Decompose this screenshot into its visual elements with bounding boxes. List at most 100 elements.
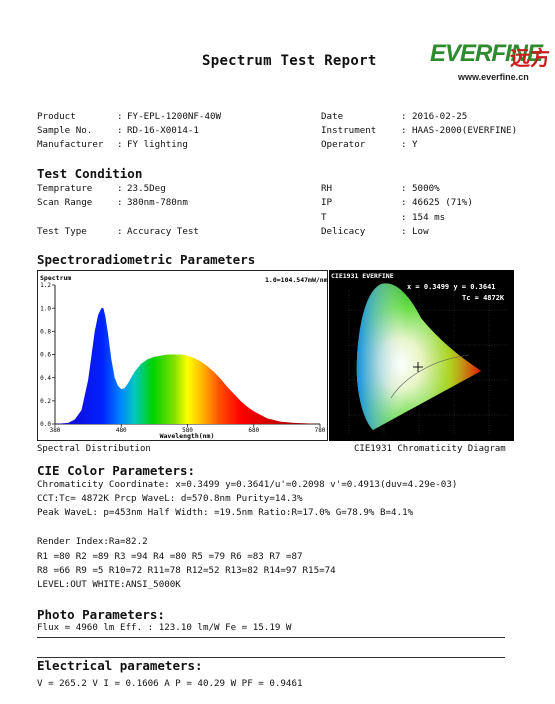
x-ticks: 380 480 580 680 780	[50, 424, 326, 434]
y-tick-label: 1.0	[40, 305, 51, 312]
y-tick-label: 0.4	[40, 375, 51, 382]
y-tick-label: 0.6	[40, 352, 51, 359]
logo-url: www.everfine.cn	[458, 72, 529, 82]
everfine-logo: EVERFINE 远方 www.everfine.cn	[430, 40, 550, 90]
cie-horseshoe-tint	[356, 283, 481, 430]
info-row-operator: Operator : Y	[321, 139, 418, 150]
cond-label: Test Type	[37, 226, 87, 237]
cond-row: RH : 5000%	[321, 183, 440, 194]
planckian-locus	[390, 354, 470, 399]
photo-line: Flux = 4960 lm Eff. : 123.10 lm/W Fe = 1…	[37, 622, 292, 633]
info-sep: :	[117, 125, 123, 136]
info-value: RD-16-X0014-1	[127, 125, 199, 136]
cie-coords: x = 0.3499 y = 0.3641	[407, 283, 496, 291]
info-value: Y	[412, 139, 418, 150]
cie-chart: CIE1931 EVERFINE x = 0.3499 y = 0.3641 T…	[329, 270, 514, 441]
cond-value: Low	[412, 226, 429, 237]
test-condition-heading: Test Condition	[37, 166, 143, 181]
info-label: Date	[321, 111, 344, 122]
info-label: Product	[37, 111, 76, 122]
info-sep: :	[117, 139, 123, 150]
report-title: Spectrum Test Report	[202, 53, 377, 69]
cond-value: 46625 (71%)	[412, 197, 473, 208]
x-tick-label: 780	[315, 427, 326, 434]
y-tick-label: 0.0	[40, 421, 51, 428]
cond-value: 23.5Deg	[127, 183, 166, 194]
cond-label: IP	[321, 197, 333, 208]
cond-row: Scan Range : 380nm-780nm	[37, 197, 188, 208]
cond-label: Delicacy	[321, 226, 366, 237]
cond-label: RH	[321, 183, 333, 194]
info-value: 2016-02-25	[412, 111, 468, 122]
spectrum-xlabel: Wavelength(nm)	[160, 432, 215, 440]
info-row-manufacturer: Manufacturer : FY lighting	[37, 139, 188, 150]
info-sep: :	[401, 111, 407, 122]
info-value: FY-EPL-1200NF-40W	[127, 111, 222, 122]
cond-row: T : 154 ms	[321, 212, 445, 223]
cond-value: 154 ms	[412, 212, 446, 223]
info-label: Operator	[321, 139, 366, 150]
info-value: HAAS-2000(EVERFINE)	[412, 125, 518, 136]
info-row-sample: Sample No. : RD-16-X0014-1	[37, 125, 199, 136]
x-tick-label: 680	[248, 427, 259, 434]
cie-line-level: LEVEL:OUT WHITE:ANSI_5000K	[37, 579, 181, 590]
x-tick-label: 580	[182, 427, 193, 434]
spectrum-title: Spectrum	[40, 274, 71, 282]
cond-row: Test Type : Accuracy Test	[37, 226, 199, 237]
cond-label: Temprature	[37, 183, 93, 194]
logo-chinese: 远方	[510, 46, 550, 70]
y-ticks: 0.0 0.2 0.4 0.6 0.8 1.0 1.2	[40, 282, 55, 428]
cond-sep: :	[117, 183, 123, 194]
cie-line-peak: Peak WaveL: p=453nm Half Width: =19.5nm …	[37, 507, 414, 518]
info-label: Instrument	[321, 125, 377, 136]
spectral-caption: Spectral Distribution	[37, 444, 151, 454]
cond-sep: :	[401, 197, 407, 208]
logo-wordmark: EVERFINE	[430, 40, 543, 67]
electrical-divider	[37, 657, 505, 658]
y-tick-label: 0.8	[40, 329, 51, 336]
electrical-line: V = 265.2 V I = 0.1606 A P = 40.29 W PF …	[37, 678, 303, 689]
cond-sep: :	[117, 226, 123, 237]
spectrum-annotation: 1.0=104.547mW/nm	[265, 276, 328, 284]
cie-caption: CIE1931 Chromaticity Diagram	[354, 444, 506, 454]
photo-heading: Photo Parameters:	[37, 607, 165, 622]
x-tick-label: 380	[50, 427, 61, 434]
cond-label: Scan Range	[37, 197, 93, 208]
cond-value: 380nm-780nm	[127, 197, 188, 208]
info-sep: :	[117, 111, 123, 122]
cie-tc: Tc = 4872K	[462, 294, 505, 302]
info-row-instrument: Instrument : HAAS-2000(EVERFINE)	[321, 125, 517, 136]
info-value: FY lighting	[127, 139, 188, 150]
cond-value: Accuracy Test	[127, 226, 199, 237]
spectrum-chart: Spectrum 1.0=104.547mW/nm 0.00.20.40.60.…	[37, 270, 328, 441]
info-row-product: Product : FY-EPL-1200NF-40W	[37, 111, 221, 122]
cond-row: Temprature : 23.5Deg	[37, 183, 166, 194]
cie-line-r8-r15: R8 =66 R9 =5 R10=72 R11=78 R12=52 R13=82…	[37, 565, 336, 576]
photo-divider	[37, 637, 505, 638]
cond-row: IP : 46625 (71%)	[321, 197, 473, 208]
cond-label: T	[321, 212, 327, 223]
cond-sep: :	[117, 197, 123, 208]
cond-sep: :	[401, 226, 407, 237]
cond-row: Delicacy : Low	[321, 226, 429, 237]
cie-line-r1-r7: R1 =80 R2 =89 R3 =94 R4 =80 R5 =79 R6 =8…	[37, 551, 303, 562]
info-label: Manufacturer	[37, 139, 104, 150]
electrical-heading: Electrical parameters:	[37, 658, 203, 673]
cie-heading: CIE Color Parameters:	[37, 463, 196, 478]
cie-title: CIE1931 EVERFINE	[331, 272, 394, 280]
x-tick-label: 480	[116, 427, 127, 434]
spectrum-area	[55, 308, 320, 424]
y-tick-label: 0.2	[40, 398, 51, 405]
cond-value: 5000%	[412, 183, 440, 194]
cie-line-render: Render Index:Ra=82.2	[37, 536, 148, 547]
cond-sep: :	[401, 212, 407, 223]
info-sep: :	[401, 125, 407, 136]
cie-line-chromaticity: Chromaticity Coordinate: x=0.3499 y=0.36…	[37, 479, 458, 490]
info-sep: :	[401, 139, 407, 150]
cond-sep: :	[401, 183, 407, 194]
info-label: Sample No.	[37, 125, 93, 136]
y-tick-label: 1.2	[40, 282, 51, 289]
spectro-heading: Spectroradiometric Parameters	[37, 252, 256, 267]
info-row-date: Date : 2016-02-25	[321, 111, 467, 122]
cie-line-cct: CCT:Tc= 4872K Prcp WaveL: d=570.8nm Puri…	[37, 493, 303, 504]
